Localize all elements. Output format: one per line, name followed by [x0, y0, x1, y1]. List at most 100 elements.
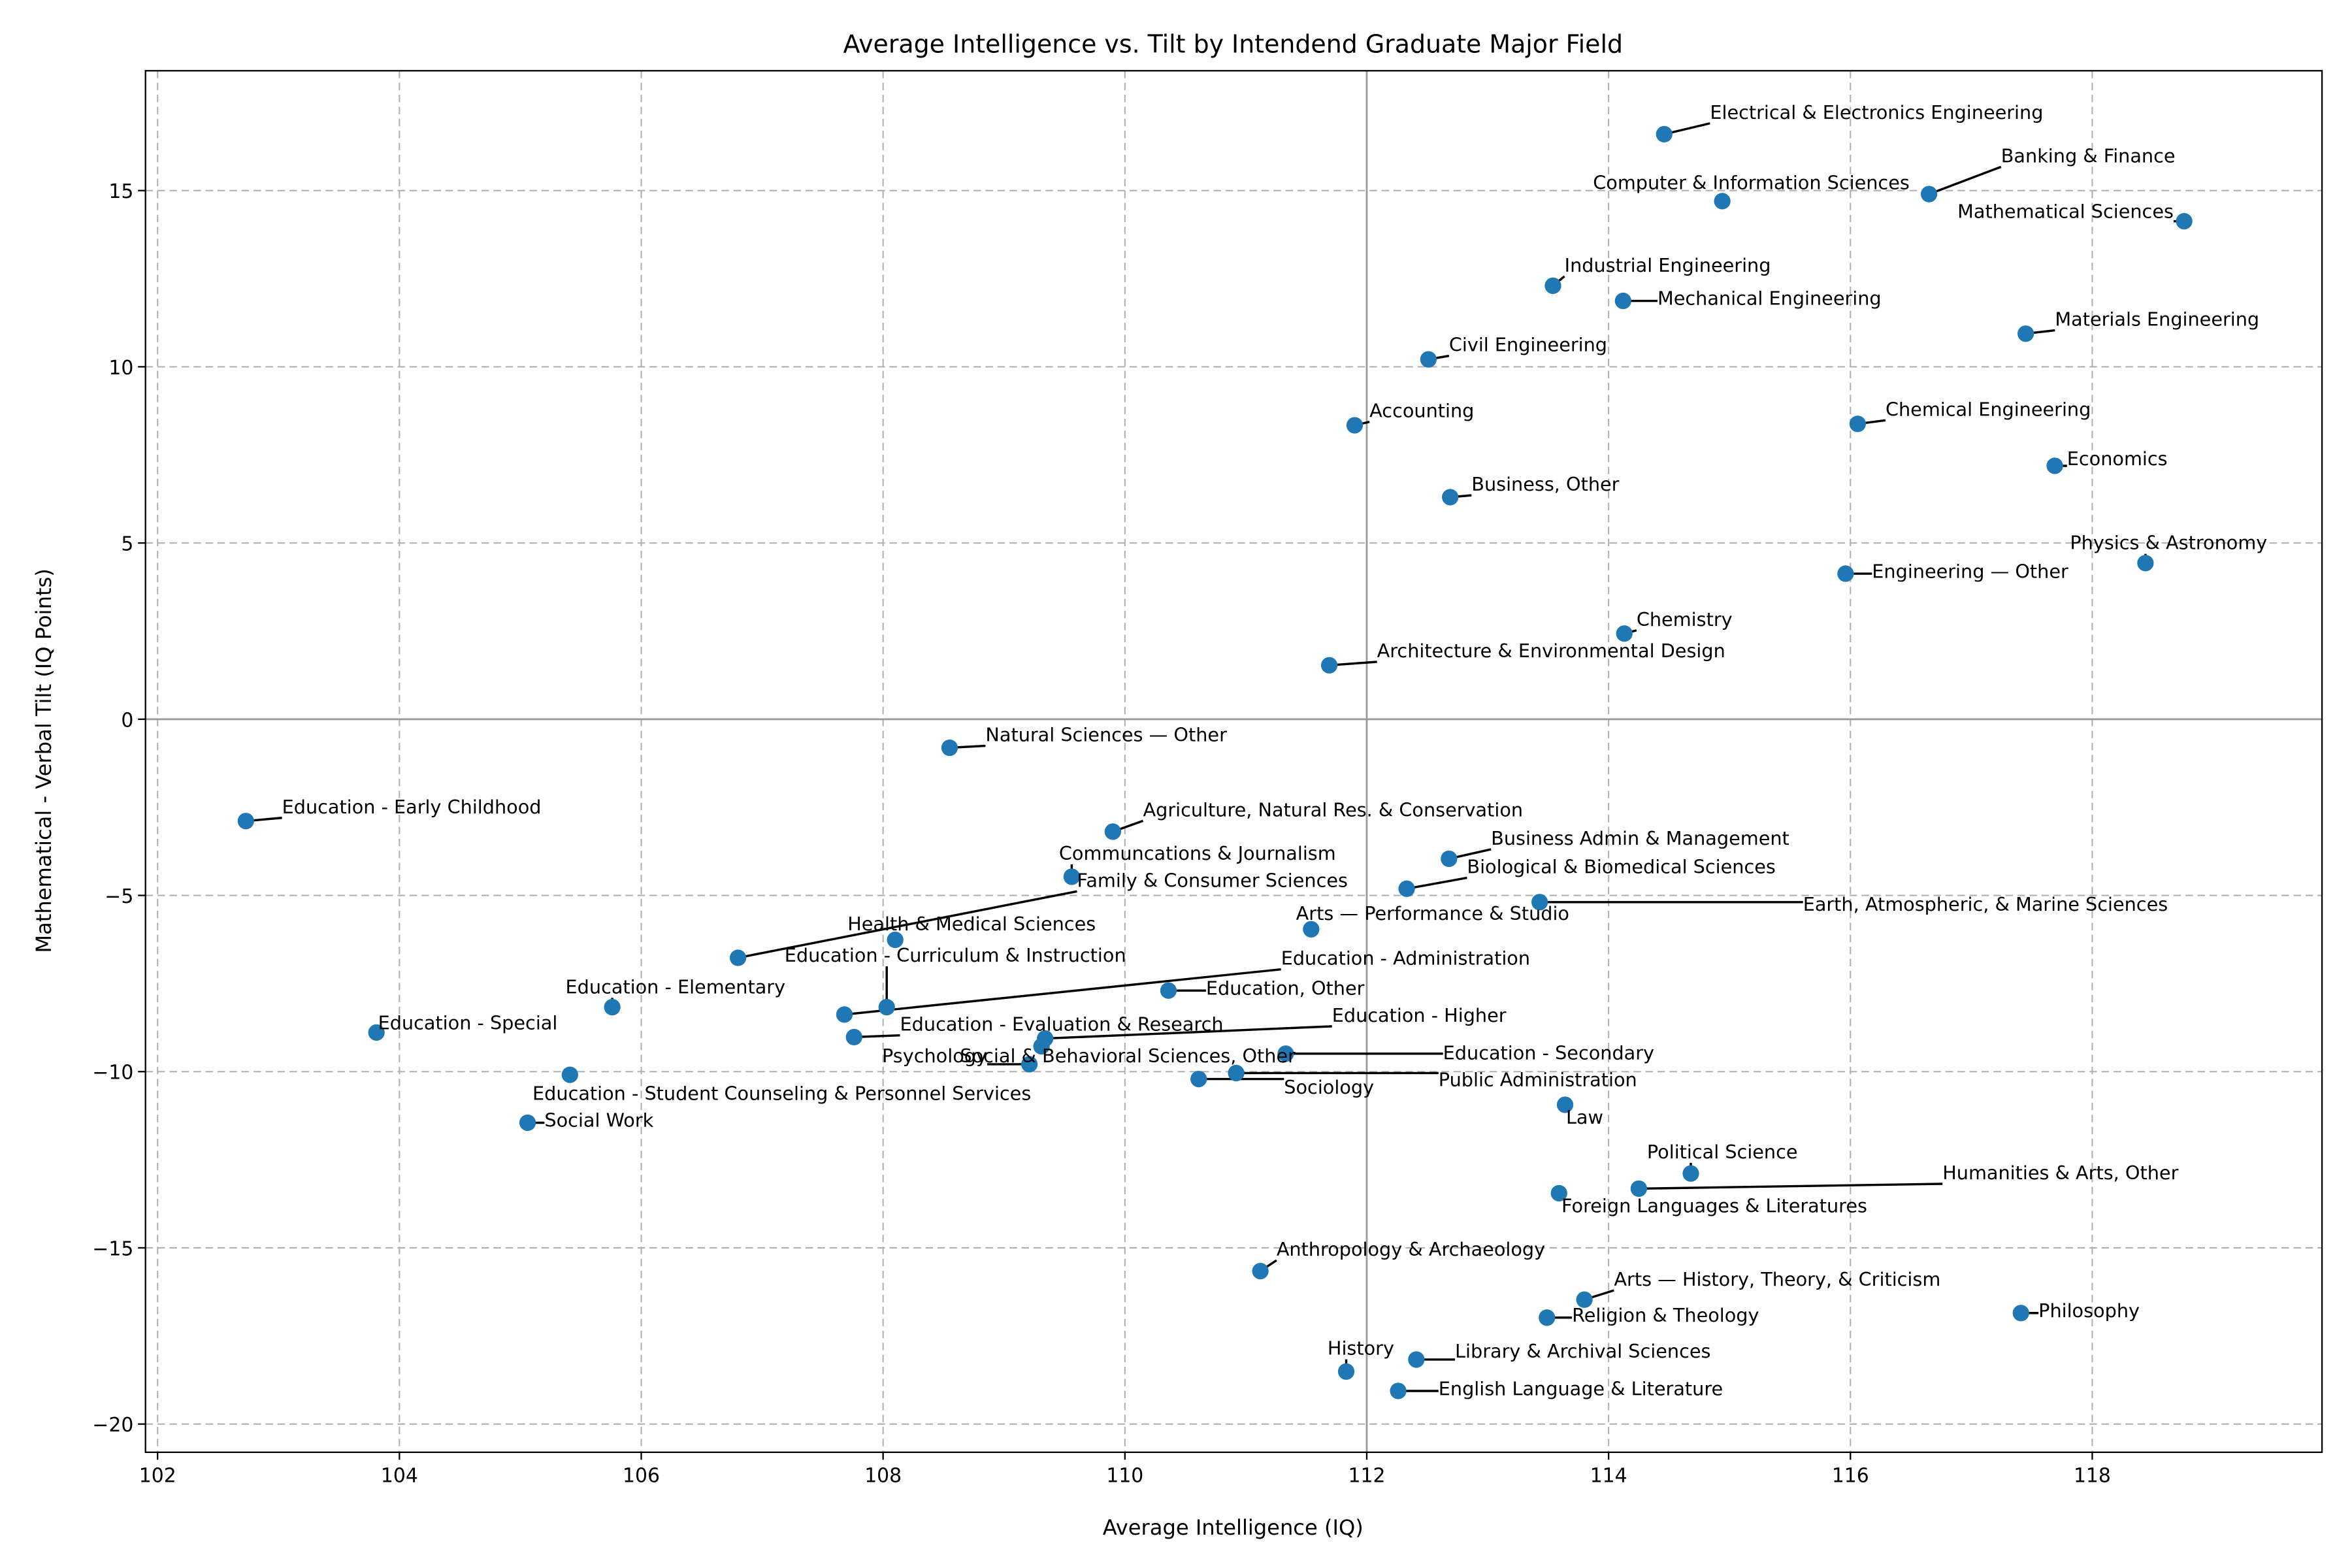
data-point [1837, 565, 1854, 582]
y-tick-label: 0 [121, 709, 133, 732]
x-axis-label: Average Intelligence (IQ) [1103, 1515, 1364, 1540]
data-point [1104, 823, 1121, 840]
data-point [1550, 1184, 1567, 1201]
data-point [368, 1024, 385, 1041]
label-leader-line [1639, 1183, 1943, 1190]
point-label: Electrical & Electronics Engineering [1710, 101, 2043, 123]
point-label: Mathematical Sciences [1957, 200, 2174, 222]
point-label: Engineering — Other [1872, 560, 2068, 582]
point-label: Public Administration [1439, 1069, 1637, 1091]
point-label: Anthropology & Archaeology [1277, 1238, 1545, 1260]
plot-frame [144, 70, 2323, 1453]
point-label: Arts — History, Theory, & Criticism [1614, 1268, 1940, 1290]
point-label: Chemical Engineering [1886, 398, 2091, 420]
point-label: Education - Curriculum & Instruction [785, 944, 1126, 966]
data-point [1630, 1180, 1648, 1197]
data-point [887, 931, 904, 949]
data-point [1346, 417, 1364, 434]
data-point [1616, 625, 1633, 642]
point-label: Education, Other [1206, 977, 1365, 1000]
data-point [1849, 416, 1867, 433]
data-point [1320, 657, 1338, 674]
point-label: Sociology [1284, 1076, 1374, 1098]
data-point [1576, 1291, 1593, 1308]
point-label: Business Admin & Management [1491, 827, 1789, 849]
data-point [1390, 1382, 1407, 1399]
point-label: Economics [2067, 448, 2168, 470]
data-point [2017, 325, 2034, 342]
data-point [1063, 868, 1081, 885]
data-point [604, 998, 621, 1016]
point-label: English Language & Literature [1439, 1378, 1723, 1400]
data-point [2176, 212, 2193, 230]
label-leader-line [844, 968, 1281, 1016]
data-point [2012, 1305, 2029, 1322]
data-point [1531, 894, 1548, 911]
label-leader-line [1406, 876, 1467, 890]
point-label: Industrial Engineering [1565, 254, 1771, 276]
x-tick-label: 112 [1348, 1465, 1386, 1488]
point-label: Chemistry [1637, 608, 1733, 630]
data-point [729, 949, 747, 966]
point-label: Social & Behavioral Sciences, Other [960, 1045, 1296, 1067]
point-label: Education - Administration [1281, 947, 1530, 970]
y-tick-label: 5 [121, 533, 133, 556]
y-tick-label: −10 [92, 1062, 133, 1085]
x-tick-label: 110 [1106, 1465, 1143, 1488]
point-label: Earth, Atmospheric, & Marine Sciences [1803, 893, 2168, 915]
chart-title: Average Intelligence vs. Tilt by Intende… [843, 30, 1623, 59]
data-point [1160, 982, 1177, 999]
x-tick-label: 116 [1832, 1465, 1869, 1488]
data-point [1920, 186, 1938, 203]
data-point [1714, 193, 1731, 210]
point-label: Biological & Biomedical Sciences [1467, 856, 1775, 878]
y-tick-label: −15 [92, 1237, 133, 1260]
point-label: Physics & Astronomy [2070, 532, 2267, 554]
data-point [2046, 457, 2063, 474]
points [237, 125, 2193, 1399]
y-tick-label: 15 [108, 180, 133, 203]
y-axis-label: Mathematical - Verbal Tilt (IQ Points) [31, 568, 56, 953]
x-tick-label: 108 [864, 1465, 902, 1488]
data-point [1228, 1064, 1245, 1082]
x-tick-label: 118 [2074, 1465, 2111, 1488]
data-point [1544, 277, 1561, 294]
data-point [845, 1028, 862, 1046]
data-point [878, 998, 895, 1016]
point-label: Law [1566, 1106, 1603, 1128]
data-point [1033, 1037, 1050, 1055]
data-point [941, 739, 958, 757]
point-label: Arts — Performance & Studio [1296, 902, 1569, 924]
data-point [1398, 880, 1415, 897]
point-label: Health & Medical Sciences [847, 913, 1096, 935]
data-point [836, 1006, 853, 1023]
point-label: Education - Special [378, 1011, 558, 1034]
annotation-lines [246, 122, 2185, 1392]
y-tick-label: 10 [108, 357, 133, 380]
x-tick-label: 106 [623, 1465, 660, 1488]
label-leader-line [1928, 165, 2002, 195]
point-label: Computer & Information Sciences [1593, 172, 1910, 194]
point-label: Civil Engineering [1449, 334, 1607, 356]
data-point [561, 1066, 578, 1083]
point-label: Business, Other [1471, 473, 1619, 495]
point-label: Education - Student Counseling & Personn… [532, 1082, 1031, 1104]
y-tick-label: −20 [92, 1414, 133, 1437]
point-label: Materials Engineering [2055, 308, 2259, 331]
point-label: Accounting [1369, 400, 1474, 422]
x-tick-label: 114 [1590, 1465, 1627, 1488]
label-leader-line [738, 890, 1077, 959]
data-point [1556, 1096, 1574, 1113]
point-label: Education - Evaluation & Research [900, 1013, 1224, 1036]
point-labels: Electrical & Electronics Engineering Bank… [282, 101, 2268, 1400]
point-label: Political Science [1647, 1141, 1798, 1163]
data-point [1021, 1056, 1038, 1073]
point-label: Agriculture, Natural Res. & Conservation [1143, 798, 1523, 821]
data-point [1420, 351, 1437, 368]
data-point [1337, 1363, 1355, 1380]
point-label: Philosophy [2038, 1299, 2140, 1322]
data-point [1442, 489, 1459, 506]
data-point [237, 813, 254, 830]
point-label: Library & Archival Sciences [1455, 1340, 1710, 1362]
reference-lines [145, 71, 2323, 1452]
